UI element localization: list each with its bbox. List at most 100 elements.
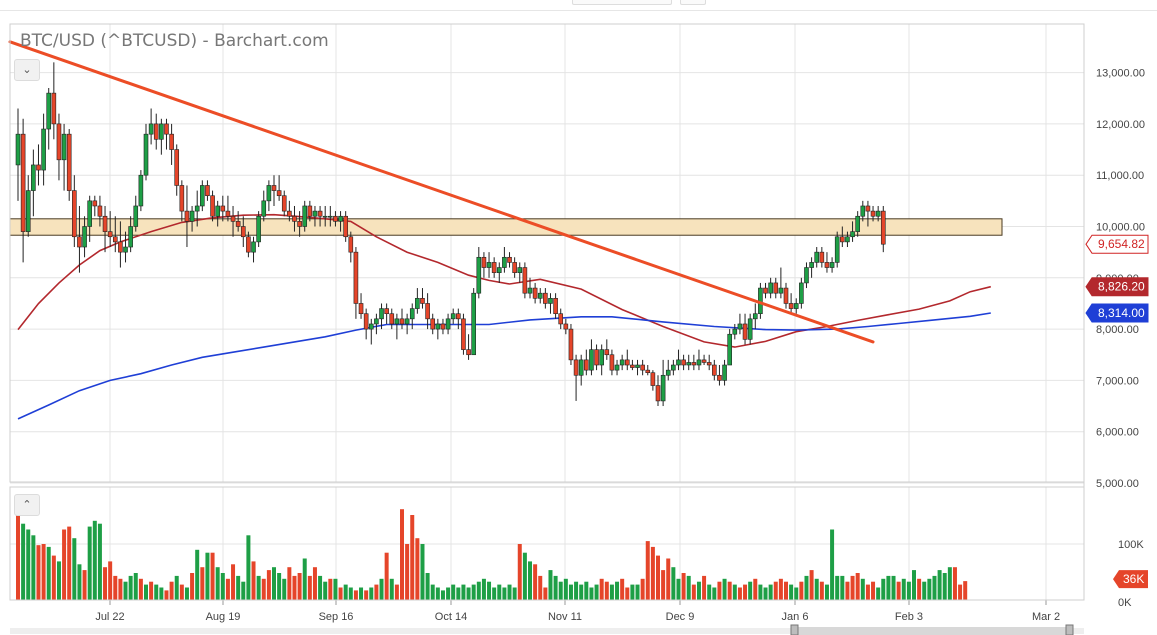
candle-body bbox=[51, 92, 57, 125]
time-axis: Jul 22 Aug 19 Sep 16 Oct 14 Nov 11 Dec 9 Jan 6… bbox=[95, 600, 1060, 623]
chart-title: BTC/USD (^BTCUSD) - Barchart.com bbox=[20, 31, 329, 51]
volume-bar bbox=[374, 584, 379, 600]
volume-bar bbox=[210, 552, 215, 600]
toolbar-tab-small[interactable] bbox=[680, 0, 706, 5]
candle-body bbox=[722, 364, 727, 381]
volume-bar bbox=[640, 578, 645, 600]
candle bbox=[450, 308, 456, 324]
volume-bar bbox=[702, 575, 707, 600]
candle-body bbox=[179, 185, 185, 212]
toolbar-tab[interactable] bbox=[572, 0, 672, 5]
time-tick-label: Oct 14 bbox=[435, 611, 467, 623]
candle bbox=[15, 108, 21, 201]
collapse-price-pane-button[interactable]: ⌄ bbox=[14, 59, 40, 81]
candle bbox=[61, 123, 67, 191]
candle bbox=[415, 288, 420, 314]
volume-bar bbox=[604, 581, 609, 600]
candle-body bbox=[409, 308, 415, 320]
candle bbox=[184, 185, 190, 248]
candle bbox=[650, 370, 656, 391]
candle-body bbox=[169, 133, 174, 150]
volume-bar bbox=[266, 570, 271, 600]
trendline-line[interactable] bbox=[8, 40, 875, 344]
price-badge-shape bbox=[1085, 303, 1149, 323]
volume-bar bbox=[497, 584, 502, 600]
candle-body bbox=[676, 359, 681, 366]
candle bbox=[246, 231, 251, 258]
volume-bar bbox=[650, 546, 655, 600]
collapse-volume-pane-button[interactable]: ⌃ bbox=[14, 494, 40, 516]
volume-bar bbox=[819, 581, 824, 600]
candle-body bbox=[471, 292, 476, 356]
volume-bar bbox=[507, 584, 512, 600]
candle bbox=[834, 231, 840, 268]
candle bbox=[358, 293, 364, 319]
volume-bar bbox=[312, 567, 317, 600]
volume-bar bbox=[947, 567, 952, 600]
candle bbox=[502, 247, 507, 273]
scroller-thumb[interactable] bbox=[795, 627, 1070, 635]
volume-bar bbox=[297, 573, 302, 600]
time-scroller[interactable] bbox=[10, 624, 1084, 635]
candle bbox=[123, 231, 128, 263]
candle-body bbox=[46, 92, 52, 130]
candle-body bbox=[261, 200, 267, 217]
volume-bar bbox=[405, 544, 410, 600]
candle-body bbox=[824, 262, 830, 268]
scroller-left-handle[interactable] bbox=[790, 624, 799, 635]
candle-body bbox=[727, 333, 732, 366]
volume-bar bbox=[584, 581, 589, 600]
candle bbox=[317, 205, 323, 227]
candle-body bbox=[25, 190, 31, 232]
volume-bar bbox=[394, 584, 399, 600]
candle-body bbox=[512, 262, 517, 273]
volume-bar bbox=[353, 590, 358, 600]
candle-body bbox=[522, 267, 528, 294]
candle bbox=[732, 323, 738, 340]
candle bbox=[343, 211, 348, 242]
volume-bar bbox=[758, 584, 763, 600]
candle-body bbox=[619, 359, 625, 366]
volume-bar bbox=[533, 564, 538, 600]
volume-bar bbox=[51, 555, 56, 600]
candle bbox=[297, 211, 302, 237]
candle-body bbox=[701, 359, 707, 363]
candle-body bbox=[358, 303, 364, 315]
volume-bar bbox=[666, 558, 671, 600]
candle-body bbox=[287, 210, 292, 217]
candle-body bbox=[230, 215, 236, 222]
candle bbox=[706, 354, 712, 371]
candle-body bbox=[880, 210, 886, 245]
scroller-right-handle[interactable] bbox=[1065, 624, 1074, 635]
price-tick-label: 13,000.00 bbox=[1096, 68, 1145, 80]
candle bbox=[353, 247, 359, 319]
candle bbox=[584, 349, 589, 376]
candle bbox=[865, 200, 871, 227]
volume-bar bbox=[328, 578, 333, 600]
volume-bar bbox=[594, 584, 599, 600]
volume-bar bbox=[773, 581, 778, 600]
volume-bar bbox=[906, 581, 911, 600]
candle bbox=[287, 200, 292, 222]
candle bbox=[783, 282, 789, 309]
candle-body bbox=[496, 267, 502, 273]
candle bbox=[604, 339, 610, 360]
volume-bar bbox=[517, 544, 522, 600]
candle bbox=[72, 175, 77, 248]
candle-body bbox=[875, 210, 881, 217]
candle bbox=[87, 195, 92, 242]
candle bbox=[589, 339, 594, 376]
candle-body bbox=[573, 359, 579, 376]
volume-bar bbox=[195, 549, 200, 600]
volume-bar bbox=[952, 567, 957, 600]
candle-body bbox=[502, 256, 507, 268]
candle-body bbox=[276, 190, 282, 197]
candle bbox=[814, 247, 820, 268]
candle bbox=[25, 175, 31, 237]
volume-bar bbox=[528, 561, 532, 600]
candle bbox=[860, 200, 866, 222]
volume-bar bbox=[466, 587, 471, 600]
scroller-track[interactable] bbox=[10, 628, 1084, 634]
candle-body bbox=[425, 303, 430, 320]
candle-body bbox=[589, 349, 594, 371]
